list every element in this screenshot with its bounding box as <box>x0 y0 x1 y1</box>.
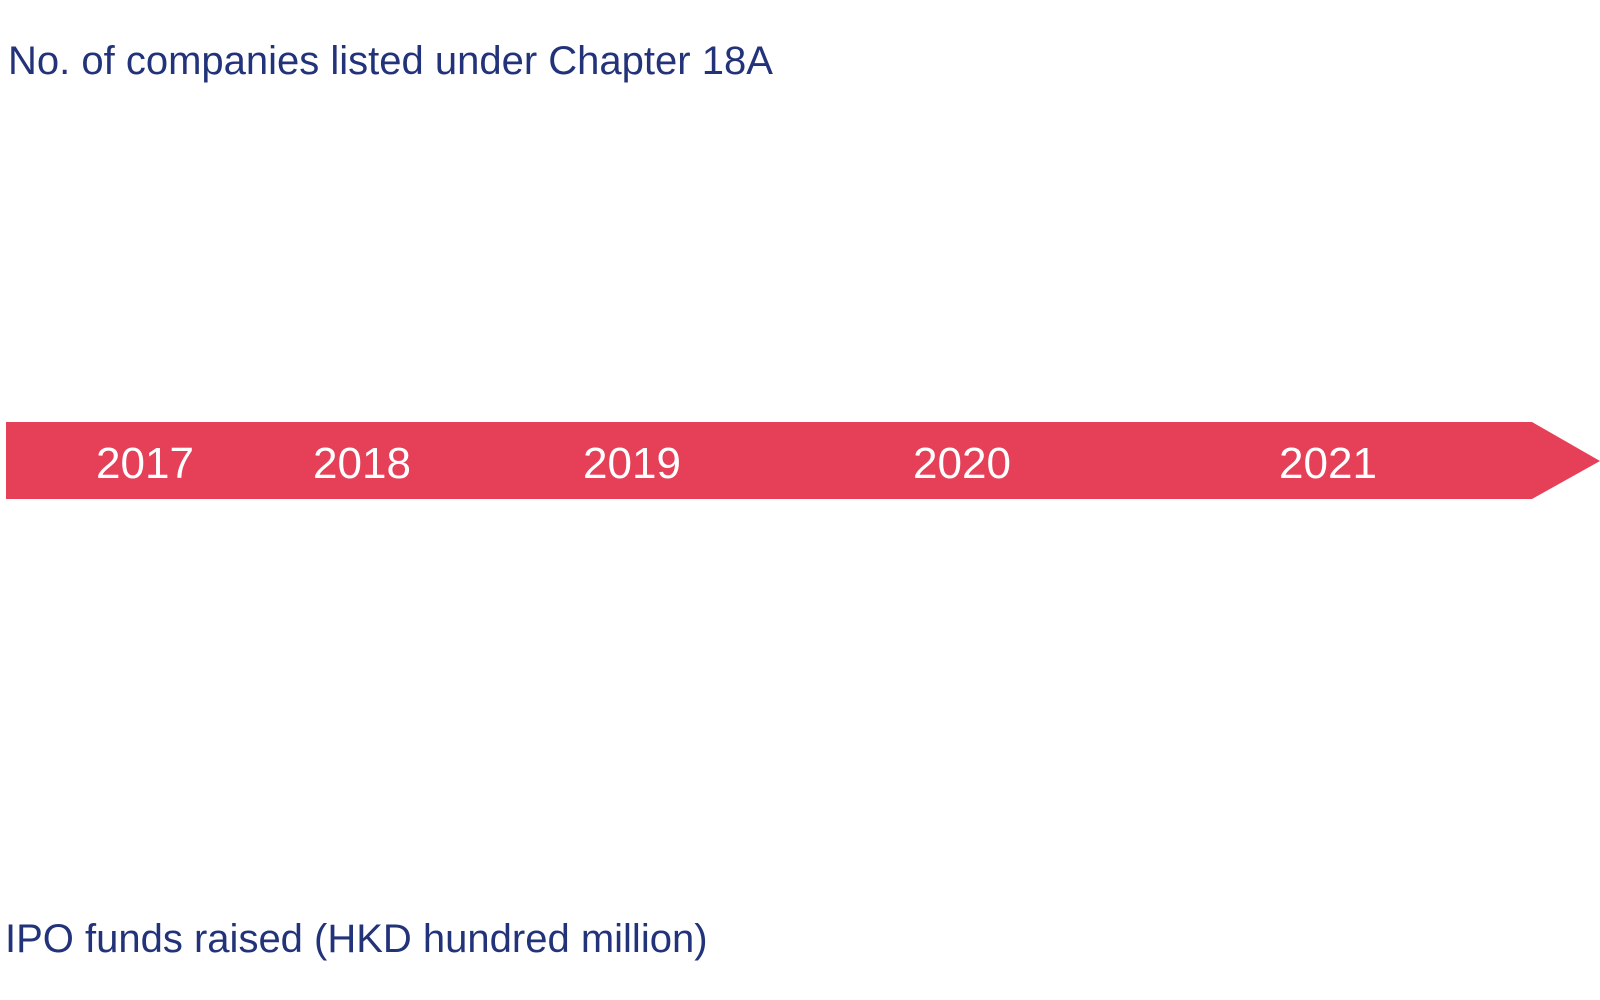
timeline-year-2018: 2018 <box>313 439 411 488</box>
timeline-year-2019: 2019 <box>583 439 681 488</box>
timeline-year-2020: 2020 <box>913 439 1011 488</box>
timeline-year-labels: 2017 2018 2019 2020 2021 <box>96 439 1377 488</box>
timeline-year-2021: 2021 <box>1279 439 1377 488</box>
chart-title-ipo-funds-raised: IPO funds raised (HKD hundred million) <box>5 917 708 961</box>
timeline-arrow <box>6 422 1600 499</box>
timeline-year-2017: 2017 <box>96 439 194 488</box>
chart-title-companies-listed: No. of companies listed under Chapter 18… <box>8 39 773 83</box>
